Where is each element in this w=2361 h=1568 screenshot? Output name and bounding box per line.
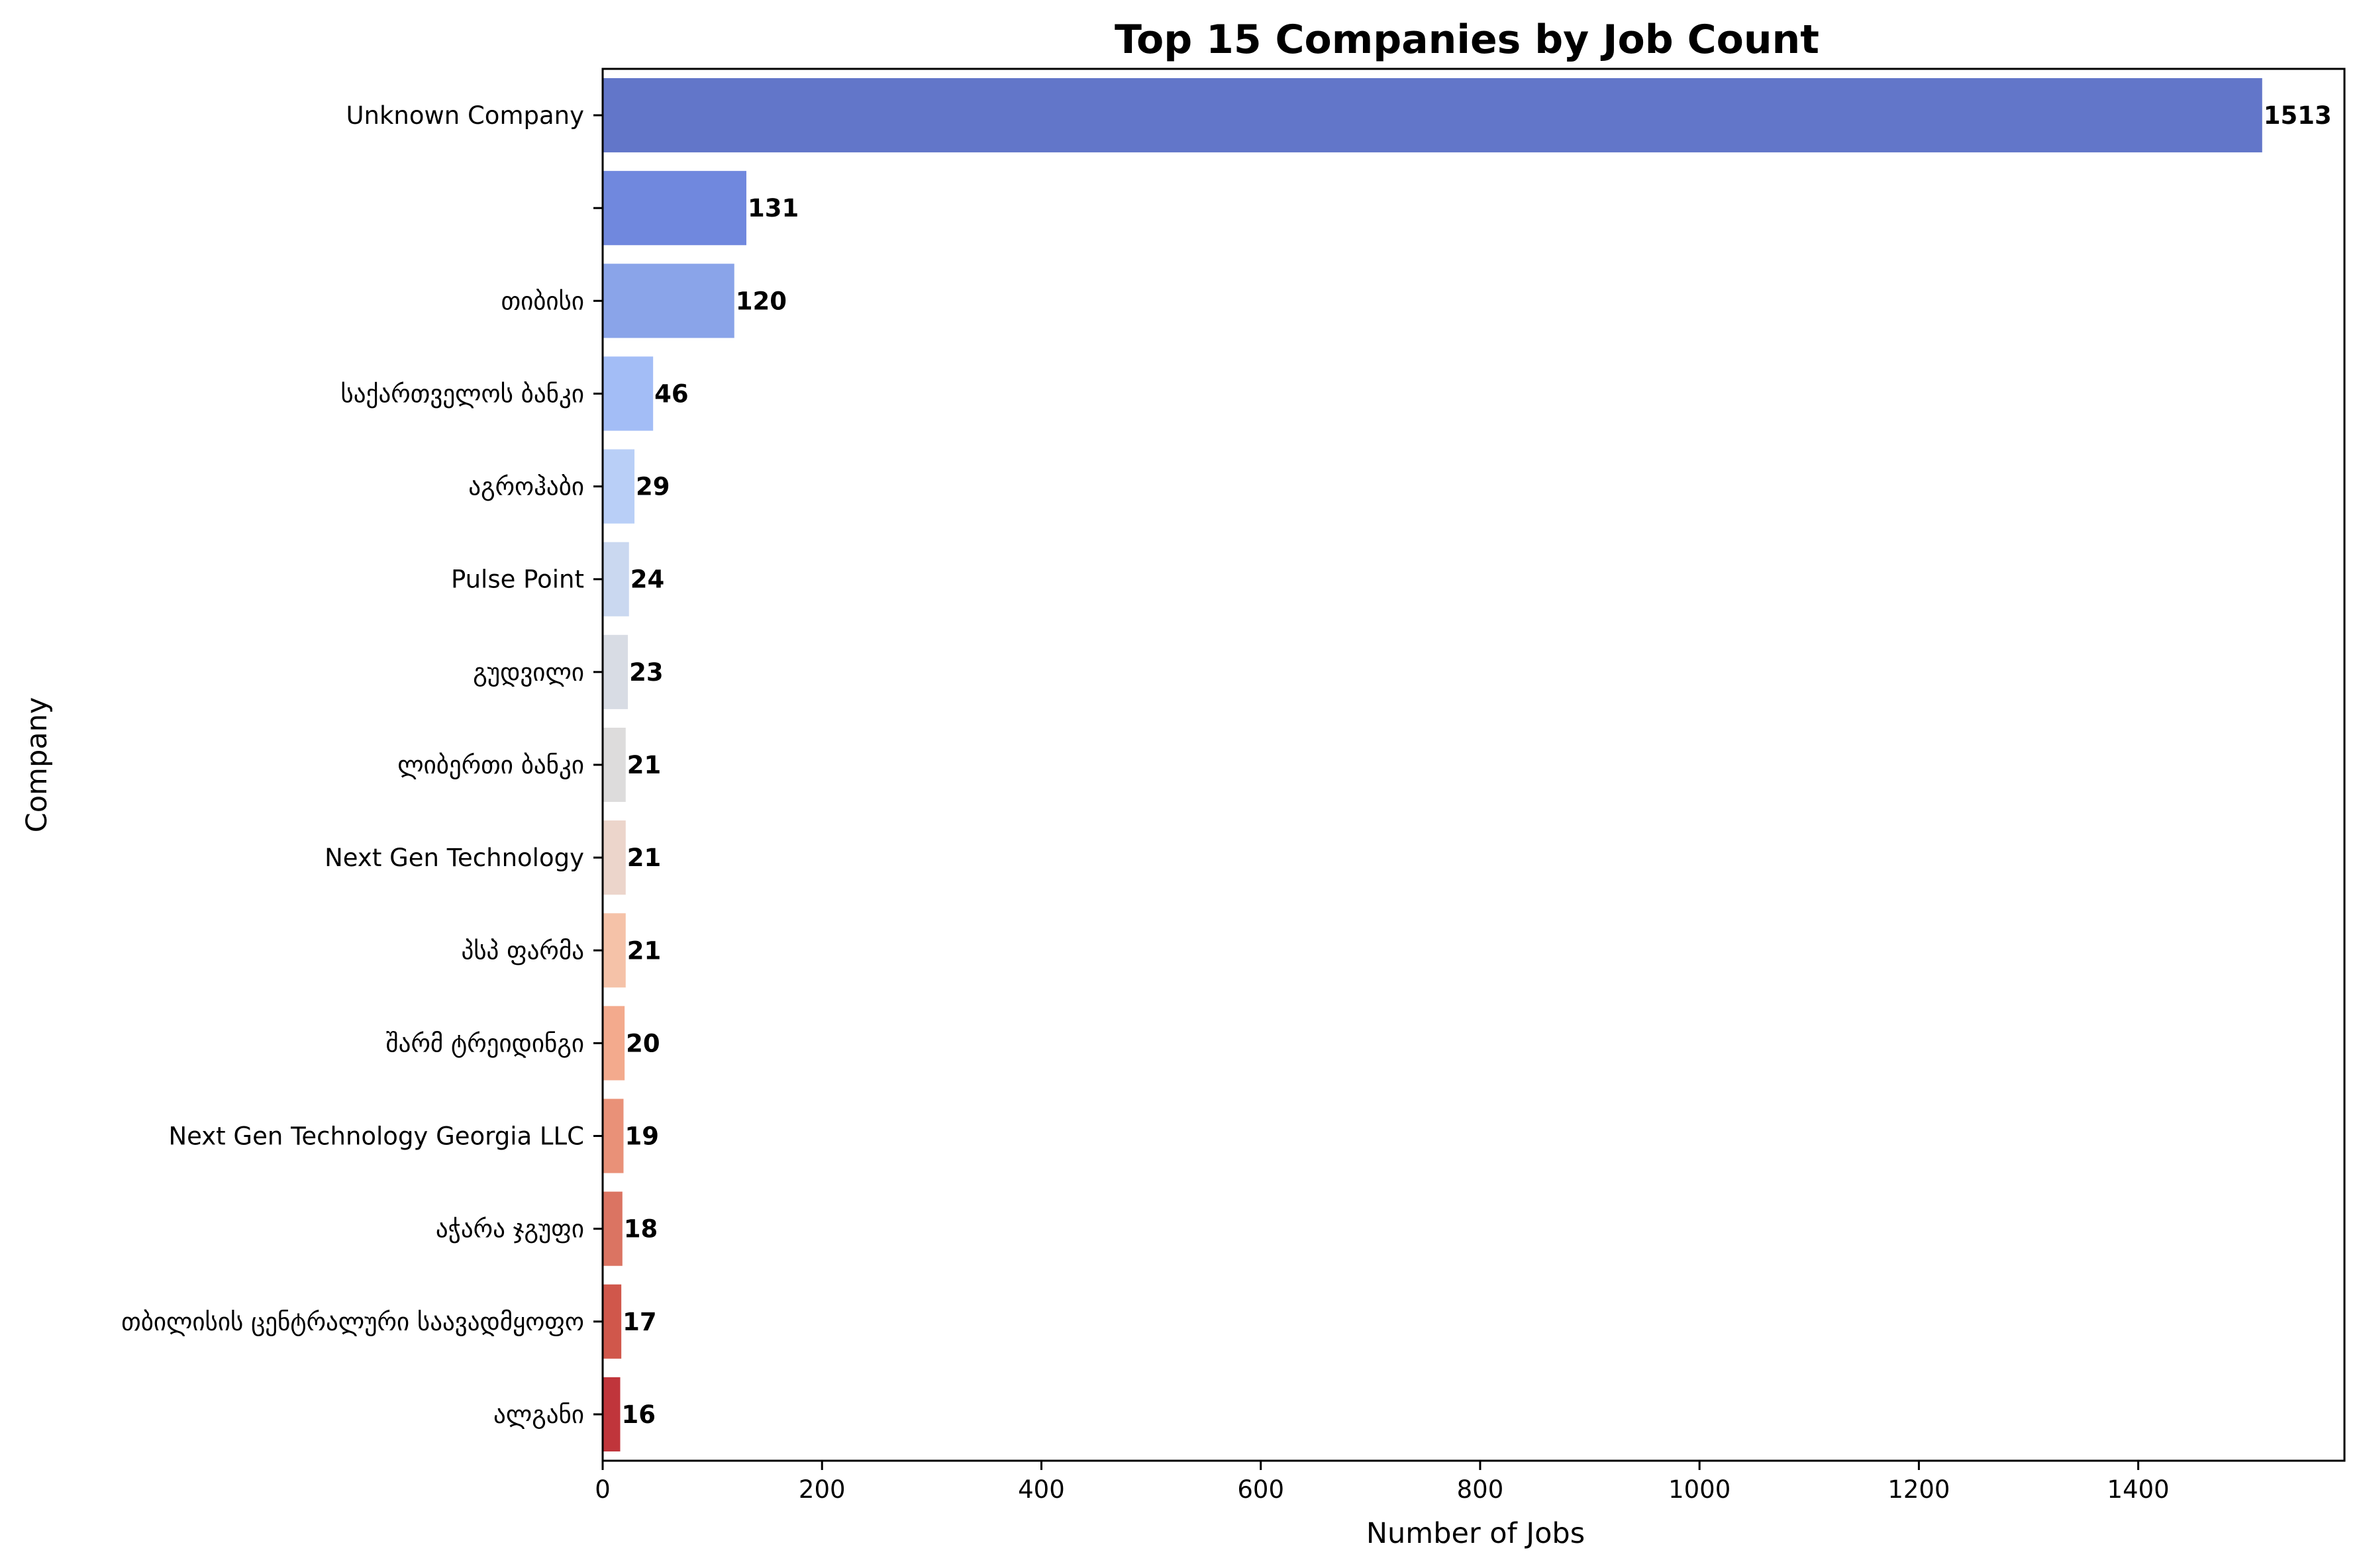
bar-value-label: 46: [654, 379, 688, 408]
y-tick-label: პსპ ფარმა: [461, 936, 584, 965]
bar: [603, 264, 734, 338]
bar: [603, 356, 654, 431]
bar-value-label: 19: [625, 1122, 659, 1151]
x-tick-label: 0: [595, 1475, 611, 1504]
bar-value-label: 23: [629, 658, 664, 687]
bar-value-label: 18: [624, 1215, 658, 1244]
plot-frame: [601, 68, 2346, 1462]
bar-value-label: 29: [636, 473, 670, 501]
y-tick-label: ალგანი: [493, 1400, 584, 1429]
bar: [603, 727, 626, 803]
y-tick-label: Unknown Company: [346, 101, 584, 130]
y-tick-label: თიბისი: [501, 287, 584, 315]
bar: [603, 634, 628, 709]
bar: [603, 542, 629, 616]
y-axis-label: Company: [21, 697, 54, 833]
bar-value-label: 20: [626, 1029, 660, 1057]
chart-title: Top 15 Companies by Job Count: [1115, 17, 1819, 63]
bar: [603, 1284, 622, 1359]
x-axis-ticks: 0 200 400 600 800 1000 1200 1400: [595, 1461, 2170, 1504]
y-tick-label: ლიბერთი ბანკი: [397, 751, 584, 779]
x-tick-label: 1400: [2107, 1475, 2170, 1504]
x-tick-label: 600: [1237, 1475, 1284, 1504]
bar: [603, 449, 635, 524]
y-axis-ticks: Unknown Company თიბისი საქართველოს ბანკი აგ…: [121, 101, 603, 1429]
bar-value-label: 1513: [2264, 101, 2332, 130]
y-tick-label: საქართველოს ბანკი: [340, 379, 584, 408]
bar: [603, 1377, 621, 1451]
bars-group: 1513 131 120 46 29 24 23 21 21 21 20 19 18 17 16: [603, 78, 2332, 1451]
y-tick-label: აჭარა ჯგუფი: [436, 1215, 584, 1244]
y-tick-label: თბილისის ცენტრალური საავადმყოფო: [121, 1308, 584, 1336]
x-tick-label: 1000: [1668, 1475, 1731, 1504]
y-tick-label: გუდვილი: [473, 658, 584, 687]
bar-value-label: 21: [627, 751, 662, 779]
y-tick-label: აგროჰაბი: [468, 473, 584, 501]
x-axis-label: Number of Jobs: [1366, 1517, 1585, 1550]
x-tick-label: 200: [799, 1475, 846, 1504]
bar-value-label: 120: [736, 287, 787, 315]
bar-value-label: 21: [627, 844, 662, 872]
bar-value-label: 16: [621, 1400, 656, 1429]
bar: [603, 78, 2262, 153]
y-tick-label: Next Gen Technology: [325, 844, 584, 872]
bar: [603, 913, 626, 988]
bar-value-label: 21: [627, 936, 662, 965]
y-tick-label: შარმ ტრეიდინგი: [386, 1029, 584, 1057]
bar: [603, 820, 626, 895]
bar-value-label: 17: [623, 1308, 657, 1336]
x-tick-label: 1200: [1887, 1475, 1950, 1504]
bar: [603, 1191, 623, 1266]
x-tick-label: 800: [1457, 1475, 1504, 1504]
bar-value-label: 24: [630, 565, 665, 594]
bar: [603, 1099, 624, 1173]
bar: [603, 1006, 625, 1081]
y-tick-label: Next Gen Technology Georgia LLC: [168, 1122, 584, 1151]
bar: [603, 171, 746, 246]
bar-value-label: 131: [748, 194, 799, 222]
y-tick-label: Pulse Point: [451, 565, 584, 594]
x-tick-label: 400: [1018, 1475, 1065, 1504]
